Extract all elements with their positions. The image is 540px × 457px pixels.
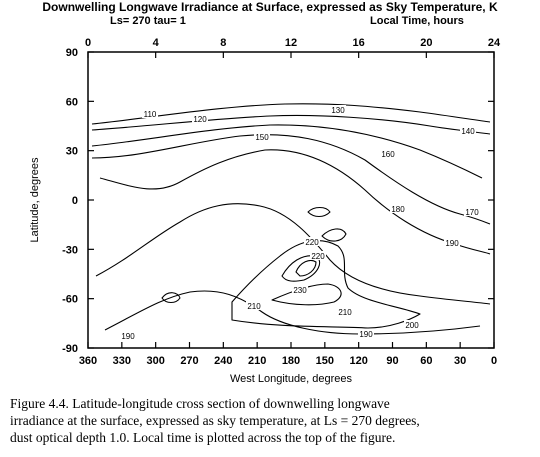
top-tick-label: 12 <box>285 37 297 49</box>
contour-label: 120 <box>193 115 207 124</box>
contour-label-bg <box>120 331 136 340</box>
contour-label-bg <box>330 105 346 114</box>
contour-line <box>321 228 347 242</box>
top-tick-label: 4 <box>153 37 160 49</box>
contour-line <box>231 240 421 329</box>
contour-label-bg <box>380 149 396 158</box>
top-tick-label: 8 <box>220 37 226 49</box>
contour-label: 160 <box>381 150 395 159</box>
top-axis-label: Local Time, hours <box>370 15 464 27</box>
x-tick-label: 240 <box>214 355 232 367</box>
contour-label-bg <box>304 237 320 246</box>
contour-line <box>161 292 181 304</box>
top-tick-label: 20 <box>420 37 432 49</box>
contour-label-bg <box>358 329 374 338</box>
y-tick-label: -60 <box>62 294 78 306</box>
contour-label-bg <box>337 307 353 316</box>
x-tick-label: 90 <box>386 355 398 367</box>
contour-line <box>104 290 481 335</box>
params-label: Ls= 270 tau= 1 <box>110 15 186 27</box>
contour-label: 210 <box>247 302 261 311</box>
contour-label: 140 <box>461 127 475 136</box>
chart-title: Downwelling Longwave Irradiance at Surfa… <box>42 0 498 14</box>
contour-line <box>307 206 331 218</box>
contour-line <box>91 134 491 225</box>
contour-label-bg <box>460 126 476 135</box>
contour-label: 170 <box>465 208 479 217</box>
contour-label: 190 <box>121 332 135 341</box>
top-tick-label: 24 <box>488 37 501 49</box>
contour-line <box>95 203 491 305</box>
contour-label-bg <box>292 285 308 294</box>
contour-label: 190 <box>445 239 459 248</box>
y-tick-label: -30 <box>62 244 78 256</box>
contour-label-bg <box>142 109 158 118</box>
x-tick-label: 360 <box>79 355 97 367</box>
x-tick-label: 0 <box>491 355 497 367</box>
contour-label: 230 <box>293 286 307 295</box>
axes: 360 330 300 270 240 210 180 150 120 90 60 30 0906030… <box>62 37 501 367</box>
contour-label: 130 <box>331 106 345 115</box>
contour-label: 200 <box>405 321 419 330</box>
contour-line <box>91 114 491 135</box>
x-tick-label: 330 <box>113 355 131 367</box>
contour-label-bg <box>246 301 262 310</box>
x-tick-label: 300 <box>146 355 164 367</box>
contour-label-bg <box>310 251 326 260</box>
x-axis-label: West Longitude, degrees <box>230 373 353 385</box>
x-tick-label: 270 <box>180 355 198 367</box>
caption-line-2: irradiance at the surface, expressed as … <box>10 413 420 428</box>
caption-line-1: Figure 4.4. Latitude-longitude cross sec… <box>10 396 390 411</box>
y-tick-label: 0 <box>72 195 78 207</box>
y-tick-label: 90 <box>66 47 78 59</box>
top-tick-label: 0 <box>85 37 91 49</box>
y-tick-label: -90 <box>62 343 78 355</box>
contour-label-bg <box>254 132 270 141</box>
x-tick-label: 30 <box>454 355 466 367</box>
contour-label: 110 <box>144 110 157 119</box>
y-axis-label: Latitude, degrees <box>29 157 41 243</box>
contour-label-bg <box>404 320 420 329</box>
caption-line-3: dust optical depth 1.0. Local time is pl… <box>10 430 396 445</box>
contour-labels: 110 120 130 140 150 160 180 170 190 210 200 190 190 2… <box>120 105 480 341</box>
contour-lines <box>91 103 491 335</box>
x-tick-label: 150 <box>316 355 334 367</box>
x-tick-label: 120 <box>349 355 367 367</box>
y-tick-label: 30 <box>66 146 78 158</box>
contour-label: 220 <box>311 252 325 261</box>
contour-line <box>91 124 483 179</box>
figure-caption: Figure 4.4. Latitude-longitude cross sec… <box>10 395 530 446</box>
top-tick-label: 16 <box>353 37 365 49</box>
contour-label-bg <box>444 238 460 247</box>
contour-line <box>99 149 491 255</box>
contour-line <box>281 255 321 282</box>
contour-line <box>295 259 317 277</box>
contour-line <box>91 103 491 125</box>
contour-label: 220 <box>305 238 319 247</box>
contour-label: 190 <box>359 330 373 339</box>
x-tick-label: 60 <box>420 355 432 367</box>
contour-label-bg <box>390 204 406 213</box>
x-tick-label: 210 <box>248 355 266 367</box>
contour-label-bg <box>464 207 480 216</box>
y-tick-label: 60 <box>66 96 78 108</box>
contour-label-bg <box>192 114 208 123</box>
contour-label: 150 <box>255 133 269 142</box>
x-tick-label: 180 <box>282 355 300 367</box>
contour-label: 210 <box>338 308 352 317</box>
contour-label: 180 <box>391 205 405 214</box>
